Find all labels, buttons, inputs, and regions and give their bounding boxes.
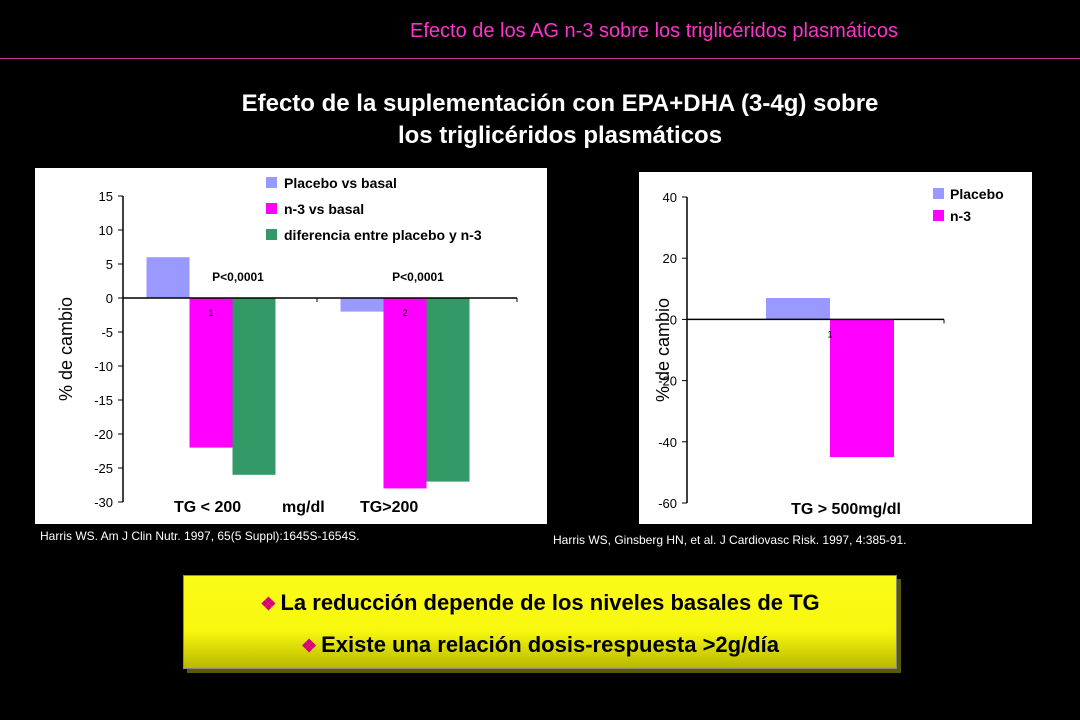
y-tick-label: -10 (94, 359, 113, 374)
y-axis-label: % de cambio (653, 298, 673, 402)
y-tick-label: -40 (658, 435, 677, 450)
conclusion-item: ❖ Existe una relación dosis-respuesta >2g… (184, 632, 896, 658)
slide-title: Efecto de la suplementación con EPA+DHA … (110, 88, 1010, 152)
chart-left: 15 10 5 0 -5 -10 -15 -20 -25 -30 1 2 P<0,0001 P<0,000… (56, 175, 518, 516)
x-axis-label: TG > 500mg/dl (791, 501, 901, 518)
y-tick-label: -20 (94, 427, 113, 442)
bar-diferencia-entre-placebo-y-n-3 (426, 298, 470, 482)
category-label: 1 (827, 329, 832, 339)
legend-label: n-3 (950, 208, 971, 224)
legend-label: diferencia entre placebo y n-3 (284, 227, 482, 243)
conclusion-item: ❖ La reducción depende de los niveles bas… (184, 590, 896, 616)
y-tick-label: 0 (106, 291, 113, 306)
p-value-annotation: P<0,0001 (392, 270, 444, 284)
y-axis-label: % de cambio (56, 297, 76, 401)
y-tick-label: -30 (94, 495, 113, 510)
bar-n-3 (830, 319, 894, 458)
y-tick-label: -60 (658, 496, 677, 511)
conclusion-text-2: Existe una relación dosis-respuesta >2g/… (321, 632, 780, 657)
legend-swatch (933, 188, 944, 199)
y-tick-label: 10 (99, 223, 113, 238)
reference-right: Harris WS, Ginsberg HN, et al. J Cardiov… (553, 533, 907, 547)
legend-swatch (266, 203, 277, 214)
legend-swatch (933, 210, 944, 221)
diamond-bullet-icon: ❖ (260, 594, 277, 614)
x-axis-label: mg/dl (282, 499, 325, 516)
y-tick-label: 5 (106, 257, 113, 272)
y-tick-label: -25 (94, 461, 113, 476)
p-value-annotation: P<0,0001 (212, 270, 264, 284)
y-tick-label: 0 (670, 312, 677, 327)
y-tick-label: 20 (663, 251, 677, 266)
y-tick-label: -5 (101, 325, 113, 340)
reference-left: Harris WS. Am J Clin Nutr. 1997, 65(5 Su… (40, 529, 360, 543)
chart-right-panel: 40 20 0 -20 -40 -60 1 % de cambio TG > 500mg/dl P… (639, 172, 1032, 524)
y-tick-label: 40 (663, 190, 677, 205)
x-axis-label: TG < 200 (174, 499, 241, 516)
category-label: 1 (208, 308, 213, 318)
header-divider (0, 58, 1080, 59)
legend-label: Placebo vs basal (284, 175, 397, 191)
legend-label: n-3 vs basal (284, 201, 364, 217)
bar-placebo-vs-basal (146, 257, 190, 298)
x-axis-label: TG>200 (360, 499, 418, 516)
category-label: 2 (402, 308, 407, 318)
conclusion-text-1: La reducción depende de los niveles basa… (280, 590, 820, 615)
legend-swatch (266, 177, 277, 188)
slide-header: Efecto de los AG n-3 sobre los triglicér… (410, 20, 898, 42)
chart-left-panel: 15 10 5 0 -5 -10 -15 -20 -25 -30 1 2 P<0,0001 P<0,000… (35, 168, 547, 524)
title-line-2: los triglicéridos plasmáticos (397, 122, 723, 149)
bar-placebo-vs-basal (340, 298, 384, 312)
bar-n-3-vs-basal (189, 298, 233, 448)
bar-n-3-vs-basal (383, 298, 427, 489)
y-tick-label: -15 (94, 393, 113, 408)
y-tick-label: 15 (99, 189, 113, 204)
bar-placebo (766, 297, 830, 320)
title-line-1: Efecto de la suplementación con EPA+DHA … (241, 90, 879, 117)
legend-label: Placebo (950, 186, 1004, 202)
y-tick-label: -20 (658, 374, 677, 389)
legend-swatch (266, 229, 277, 240)
chart-right: 40 20 0 -20 -40 -60 1 % de cambio TG > 500mg/dl P… (653, 186, 1004, 518)
diamond-bullet-icon: ❖ (300, 636, 318, 656)
conclusion-box: ❖ La reducción depende de los niveles bas… (183, 575, 897, 669)
bar-diferencia-entre-placebo-y-n-3 (232, 298, 276, 475)
